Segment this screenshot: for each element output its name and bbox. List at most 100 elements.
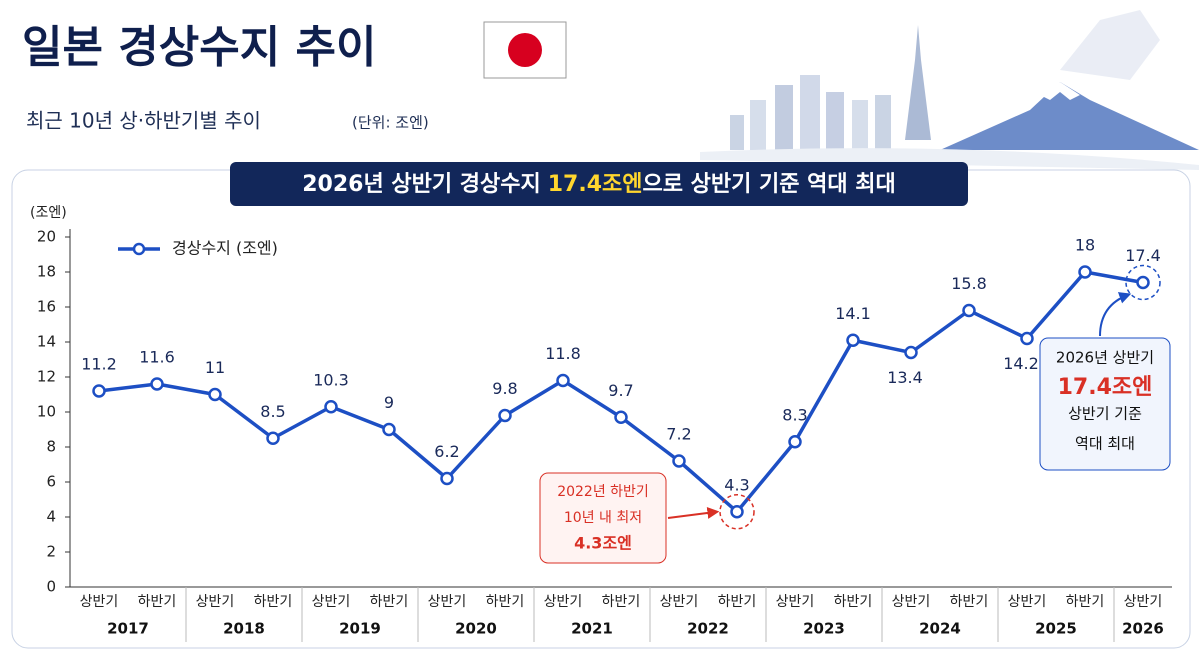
x-tick-label: 하반기 <box>370 594 409 610</box>
x-tick-label: 하반기 <box>254 594 293 610</box>
year-label: 2017 <box>107 620 149 638</box>
data-label: 11.8 <box>545 344 581 363</box>
high-halo <box>1125 264 1161 301</box>
subtitle: 최근 10년 상·하반기별 추이 <box>26 109 261 133</box>
high-annotation-text: 17.4조엔 <box>1058 375 1153 400</box>
banner-highlight: 17.4조엔 <box>548 172 643 197</box>
data-label: 18 <box>1075 236 1095 255</box>
x-tick-label: 하반기 <box>1066 594 1105 610</box>
data-point <box>382 422 396 437</box>
data-point <box>904 345 918 360</box>
legend-marker <box>132 242 146 256</box>
y-tick-label: 6 <box>46 473 56 491</box>
data-label: 17.4 <box>1125 246 1161 265</box>
year-label: 2026 <box>1122 620 1164 638</box>
data-point <box>730 505 744 519</box>
y-tick-label: 12 <box>37 368 56 386</box>
low-annotation-text: 4.3조엔 <box>574 534 632 553</box>
decoration <box>700 10 1199 170</box>
year-label: 2020 <box>455 620 497 638</box>
high-arrow <box>1099 292 1132 337</box>
x-tick-label: 상반기 <box>660 594 699 610</box>
unit-note: (단위: 조엔) <box>352 114 429 132</box>
data-point <box>266 431 280 445</box>
y-tick-label: 20 <box>37 228 56 246</box>
year-label: 2023 <box>803 620 845 638</box>
data-point <box>1136 275 1150 290</box>
data-label: 11.2 <box>81 355 117 374</box>
y-tick-label: 18 <box>37 263 56 281</box>
data-point <box>672 454 686 468</box>
y-tick-label: 4 <box>46 508 56 526</box>
banner-text: 2026년 상반기 경상수지 17.4조엔으로 상반기 기준 역대 최대 <box>302 172 896 197</box>
x-tick-label: 상반기 <box>544 594 583 610</box>
x-tick-label: 하반기 <box>834 594 873 610</box>
high-annotation-text: 2026년 상반기 <box>1056 349 1154 367</box>
legend-label: 경상수지 (조엔) <box>172 239 278 258</box>
year-label: 2025 <box>1035 620 1077 638</box>
x-tick-label: 하반기 <box>138 594 177 610</box>
x-tick-label: 상반기 <box>312 594 351 610</box>
data-point <box>788 435 802 449</box>
y-tick-label: 2 <box>46 543 56 561</box>
x-tick-label: 상반기 <box>892 594 931 610</box>
data-point <box>1078 265 1092 279</box>
banner-after: 으로 상반기 기준 역대 최대 <box>642 172 895 197</box>
data-point <box>208 387 222 402</box>
banner-before: 2026년 상반기 경상수지 <box>302 172 540 197</box>
data-label: 9.7 <box>608 381 633 400</box>
x-tick-label: 상반기 <box>428 594 467 610</box>
x-tick-label: 상반기 <box>196 594 235 610</box>
y-tick-label: 8 <box>46 438 56 456</box>
banner <box>230 162 968 206</box>
y-axis-label: (조엔) <box>30 205 67 221</box>
data-label: 6.2 <box>434 442 459 461</box>
y-tick-label: 0 <box>46 578 56 596</box>
year-label: 2022 <box>687 620 729 638</box>
data-point <box>498 408 512 423</box>
year-label: 2019 <box>339 620 381 638</box>
data-label: 4.3 <box>724 475 749 494</box>
x-tick-label: 하반기 <box>486 594 525 610</box>
x-tick-label: 상반기 <box>1008 594 1047 610</box>
data-label: 11 <box>205 358 225 377</box>
high-annotation-text: 역대 최대 <box>1075 435 1135 453</box>
data-label: 9.8 <box>492 379 517 398</box>
x-tick-label: 하반기 <box>602 594 641 610</box>
data-label: 8.5 <box>260 402 285 421</box>
x-tick-label: 상반기 <box>1124 594 1163 610</box>
year-label: 2018 <box>223 620 265 638</box>
data-point <box>614 410 628 424</box>
y-tick-label: 10 <box>37 403 56 421</box>
x-tick-label: 상반기 <box>80 594 119 610</box>
data-point <box>324 400 338 414</box>
year-label: 2021 <box>571 620 613 638</box>
low-halo <box>719 494 755 530</box>
data-point <box>440 471 454 486</box>
data-point <box>1020 331 1034 346</box>
low-annotation-text: 2022년 하반기 <box>557 484 649 500</box>
data-label: 8.3 <box>782 405 807 424</box>
data-label: 10.3 <box>313 370 349 389</box>
data-label: 14.2 <box>1003 354 1039 373</box>
year-label: 2024 <box>919 620 961 638</box>
high-annotation-box <box>1039 337 1171 471</box>
data-label: 7.2 <box>666 425 691 444</box>
y-tick-label: 16 <box>37 298 56 316</box>
data-label: 11.6 <box>139 348 175 367</box>
data-point <box>556 373 570 388</box>
high-annotation-text: 상반기 기준 <box>1068 405 1142 423</box>
data-point <box>846 333 860 347</box>
data-label: 9 <box>384 393 394 412</box>
data-point <box>962 303 976 318</box>
y-tick-label: 14 <box>37 333 56 351</box>
x-tick-label: 하반기 <box>718 594 757 610</box>
data-point <box>92 384 106 398</box>
low-annotation-text: 10년 내 최저 <box>564 510 642 526</box>
x-tick-label: 상반기 <box>776 594 815 610</box>
x-tick-label: 하반기 <box>950 594 989 610</box>
japan-flag <box>483 21 567 79</box>
title: 일본 경상수지 추이 <box>22 22 376 73</box>
